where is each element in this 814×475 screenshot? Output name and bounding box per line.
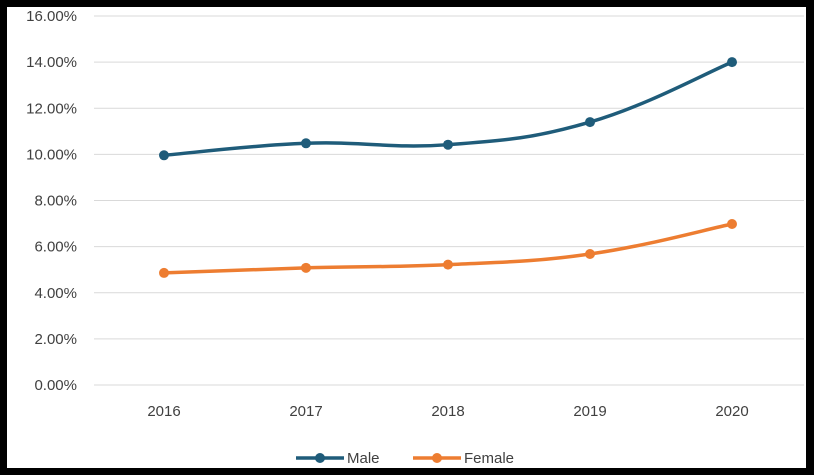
y-tick-label: 14.00%: [26, 54, 77, 71]
x-tick-label: 2018: [431, 403, 464, 420]
line-chart: 0.00% 2.00% 4.00% 6.00% 8.00% 10.00% 12.00% 14.…: [26, 8, 804, 467]
y-tick-label: 0.00%: [34, 377, 77, 394]
y-tick-label: 4.00%: [34, 285, 77, 302]
data-point-male: [443, 139, 453, 150]
y-axis-ticks: 0.00% 2.00% 4.00% 6.00% 8.00% 10.00% 12.00% 14.…: [26, 8, 77, 394]
data-point-male: [727, 57, 737, 68]
data-point-male: [301, 138, 311, 149]
y-tick-label: 10.00%: [26, 146, 77, 163]
legend-swatch-marker-female: [432, 453, 442, 463]
data-point-female: [301, 262, 311, 273]
legend-label-male: Male: [347, 450, 380, 467]
legend-swatch-marker-male: [315, 453, 325, 463]
y-tick-label: 6.00%: [34, 239, 77, 256]
data-point-female: [159, 267, 169, 278]
data-point-female: [585, 249, 595, 260]
x-tick-label: 2016: [147, 403, 180, 420]
data-point-male: [585, 117, 595, 128]
y-tick-label: 2.00%: [34, 331, 77, 348]
x-tick-label: 2017: [289, 403, 322, 420]
data-point-female: [727, 219, 737, 230]
series-lines: [159, 57, 737, 278]
data-point-male: [159, 150, 169, 161]
x-tick-label: 2019: [573, 403, 606, 420]
x-tick-label: 2020: [715, 403, 748, 420]
x-axis-ticks: 2016 2017 2018 2019 2020: [147, 403, 748, 420]
y-tick-label: 12.00%: [26, 100, 77, 117]
gridlines: [94, 15, 804, 386]
legend: Male Female: [296, 450, 514, 467]
y-tick-label: 8.00%: [34, 193, 77, 210]
legend-label-female: Female: [464, 450, 514, 467]
chart-frame: 0.00% 2.00% 4.00% 6.00% 8.00% 10.00% 12.00% 14.…: [7, 7, 806, 468]
y-tick-label: 16.00%: [26, 8, 77, 25]
data-point-female: [443, 259, 453, 270]
